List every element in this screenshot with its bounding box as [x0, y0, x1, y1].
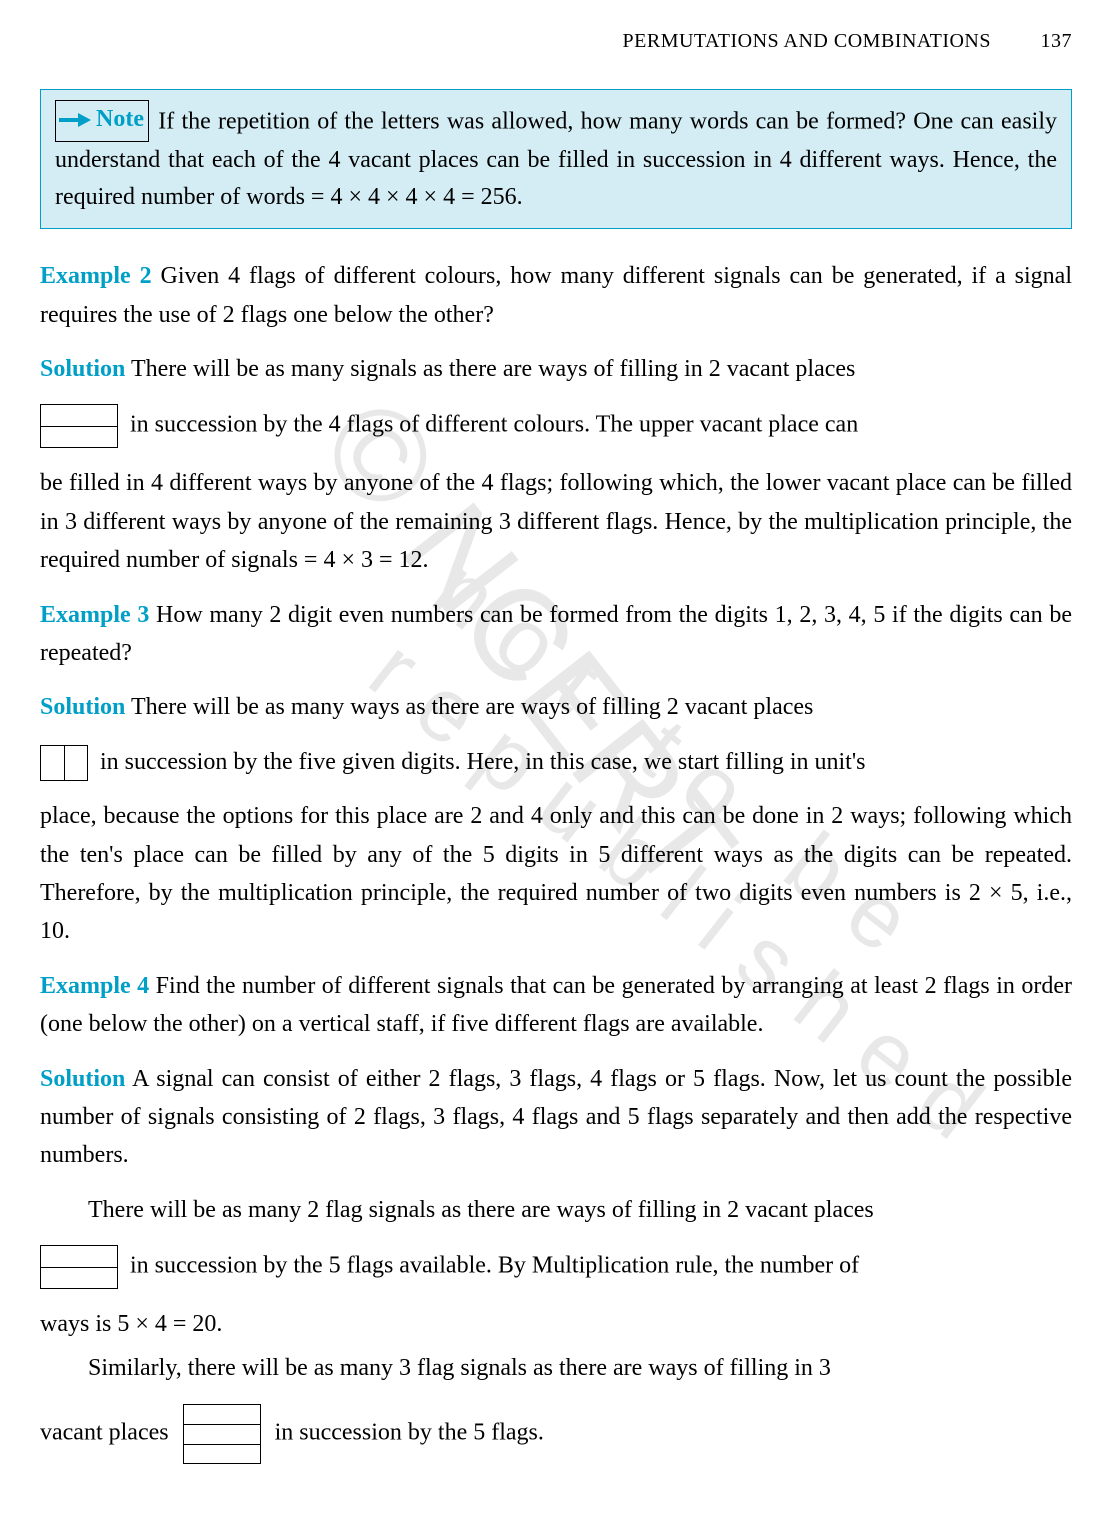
example4-label: Example 4 [40, 973, 149, 999]
example2-solution-p3: be filled in 4 different ways by anyone … [40, 464, 1072, 579]
example4-solution-p6: vacant places in succession by the 5 fla… [40, 1404, 1072, 1464]
example4-solution-p4: ways is 5 × 4 = 20. [40, 1305, 1072, 1343]
page-number: 137 [1041, 30, 1073, 52]
example4-solution-text6b: in succession by the 5 flags. [275, 1419, 544, 1445]
two-row-box-icon-2 [40, 1245, 118, 1289]
example4-question: Example 4 Find the number of different s… [40, 967, 1072, 1044]
example3-solution-p3: place, because the options for this plac… [40, 797, 1072, 951]
two-row-box-icon [40, 404, 118, 448]
two-col-box-icon [40, 745, 88, 781]
page-header: PERMUTATIONS AND COMBINATIONS 137 [40, 30, 1072, 53]
example4-solution-p1: Solution A signal can consist of either … [40, 1060, 1072, 1175]
example4-solution-label: Solution [40, 1066, 125, 1092]
example4-solution-text2: There will be as many 2 flag signals as … [88, 1197, 874, 1223]
example2-solution-text1: There will be as many signals as there a… [131, 356, 855, 382]
note-box: Note If the repetition of the letters wa… [40, 89, 1072, 229]
example4-solution-text5: Similarly, there will be as many 3 flag … [88, 1355, 831, 1381]
example2-solution-label: Solution [40, 356, 125, 382]
example2-question: Example 2 Given 4 flags of different col… [40, 257, 1072, 334]
example3-question: Example 3 How many 2 digit even numbers … [40, 596, 1072, 673]
example4-question-text: Find the number of different signals tha… [40, 973, 1072, 1037]
example4-solution-text6a: vacant places [40, 1419, 169, 1445]
example2-solution-boxline: in succession by the 4 flags of differen… [40, 404, 1072, 448]
example4-solution-text3: in succession by the 5 flags available. … [130, 1253, 859, 1279]
chapter-title: PERMUTATIONS AND COMBINATIONS [623, 30, 991, 52]
example3-solution-text1: There will be as many ways as there are … [131, 694, 813, 720]
note-text: If the repetition of the letters was all… [55, 109, 1057, 210]
example2-label: Example 2 [40, 263, 152, 289]
example3-solution-boxline: in succession by the five given digits. … [40, 743, 1072, 781]
example3-solution-text2: in succession by the five given digits. … [100, 749, 866, 775]
example3-question-text: How many 2 digit even numbers can be for… [40, 602, 1072, 666]
example3-solution-p1: Solution There will be as many ways as t… [40, 688, 1072, 726]
three-row-box-icon [183, 1404, 261, 1464]
example2-solution-p1: Solution There will be as many signals a… [40, 350, 1072, 388]
example4-solution-boxline: in succession by the 5 flags available. … [40, 1245, 1072, 1289]
example4-solution-p2: There will be as many 2 flag signals as … [40, 1191, 1072, 1229]
example2-solution-text2: in succession by the 4 flags of differen… [130, 412, 858, 438]
example2-question-text: Given 4 flags of different colours, how … [40, 263, 1072, 327]
example4-solution-text1: A signal can consist of either 2 flags, … [40, 1066, 1072, 1169]
note-label-text: Note [96, 101, 144, 138]
example3-label: Example 3 [40, 602, 149, 628]
pointer-icon [58, 111, 92, 129]
example3-solution-label: Solution [40, 694, 125, 720]
note-label: Note [55, 100, 149, 142]
example4-solution-p5: Similarly, there will be as many 3 flag … [40, 1349, 1072, 1387]
